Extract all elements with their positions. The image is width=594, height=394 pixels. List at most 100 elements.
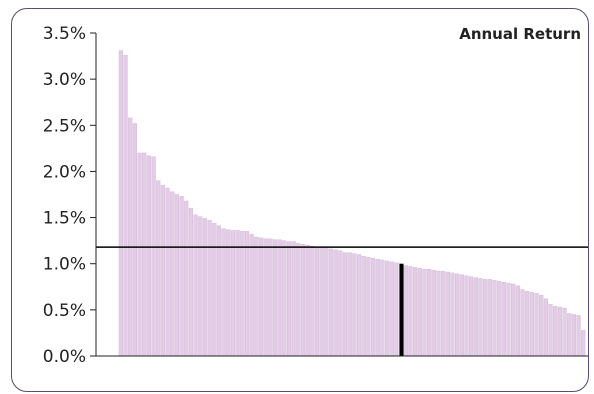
bar [483,279,488,357]
bar [338,250,343,357]
bar [137,152,142,357]
bar [557,306,562,357]
bar [361,256,366,357]
bar [403,265,408,357]
bar [417,268,422,357]
chart-title: Annual Return [459,25,581,43]
bar [581,329,586,357]
bar [202,218,208,357]
bar [478,278,483,357]
bar [431,269,436,357]
bar [553,305,558,357]
bar [370,257,376,357]
bar [342,252,348,357]
bar [263,238,268,357]
bar [562,307,567,357]
y-tick-label: 1.5% [43,209,86,229]
bar [160,185,165,357]
bar [548,304,553,357]
y-tick-label: 0.5% [43,301,86,321]
bar [240,231,245,357]
bar [567,313,572,357]
bar [235,230,240,357]
bar [296,243,301,357]
bar [380,259,385,357]
bar [408,266,413,357]
bar [515,285,520,357]
bar [268,238,273,357]
bar [170,191,175,357]
bar [506,282,511,357]
bar [207,220,212,357]
bar [174,194,180,357]
bar [300,244,306,357]
y-axis-ticks: 0.0% 0.5% 1.0% 1.5% 2.0% 2.5% 3.0% 3.5% [43,24,96,367]
bar [226,229,231,357]
bar [184,200,189,357]
bar [212,222,217,357]
bar [445,271,450,357]
y-tick-label: 0.0% [43,347,86,367]
bar [352,253,357,357]
bar [469,276,474,357]
bar [165,187,170,357]
bar [543,298,548,357]
y-tick-label: 2.0% [43,162,86,182]
bar [258,237,264,357]
bar [389,261,394,357]
bar [151,156,156,357]
bar [473,277,478,357]
bar [128,117,133,357]
bar [188,208,194,357]
bar [529,292,534,357]
bar [193,214,198,357]
bar [487,279,492,357]
bar [492,280,497,357]
bar [511,283,516,357]
bar [525,291,530,357]
bar [305,245,310,357]
bar [254,236,259,357]
bar [571,314,576,357]
bar [413,267,418,357]
y-tick-label: 1.0% [43,255,86,275]
bar [366,257,371,357]
bar [277,239,282,357]
bar [310,245,315,357]
bar [249,233,254,357]
bar [520,289,525,357]
bar [156,180,161,357]
bar [314,246,320,357]
bar [319,246,324,357]
bar [123,54,128,357]
bar [146,155,151,357]
bar [534,293,539,357]
bar [179,196,184,357]
bar [132,123,137,357]
bar [464,275,469,357]
bar [356,254,362,357]
bar [291,241,296,357]
bar [436,270,441,357]
y-tick-label: 2.5% [43,116,86,136]
y-tick-label: 3.5% [43,24,86,44]
bar [286,241,292,357]
bar [324,247,329,357]
bar [576,315,581,357]
bar [198,216,203,357]
bar [142,152,147,357]
y-tick-label: 3.0% [43,70,86,90]
bar [384,260,390,357]
bar [501,281,506,357]
bar [118,50,123,357]
bar [459,274,464,357]
bar [497,281,502,357]
bar [394,262,399,357]
bar [347,252,352,357]
bar [272,239,278,357]
bar [427,269,432,357]
bar [375,258,380,357]
bar [422,269,427,357]
bar [455,273,460,357]
